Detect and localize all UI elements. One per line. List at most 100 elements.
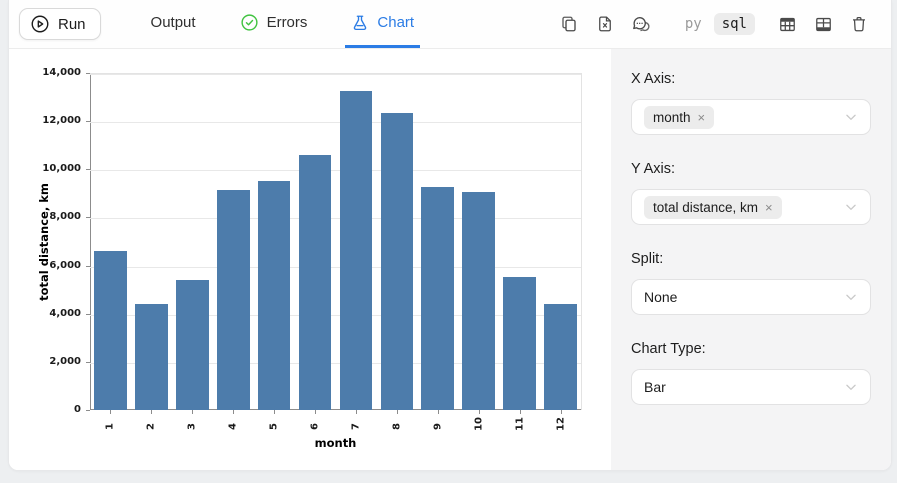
run-button-label: Run: [58, 16, 86, 33]
bar-chart: total distance, km month 02,0004,0006,00…: [9, 49, 611, 470]
chevron-down-icon: [844, 110, 858, 124]
chevron-down-icon: [844, 380, 858, 394]
x-tick: [274, 410, 275, 414]
table-grid-icon[interactable]: [813, 14, 833, 34]
x-tick: [110, 410, 111, 414]
y-tick-label: 6,000: [9, 260, 81, 272]
table-header-icon[interactable]: [777, 14, 797, 34]
check-circle-icon: [240, 13, 259, 32]
y-tick: [86, 266, 90, 267]
comments-icon[interactable]: [631, 14, 651, 34]
tab-errors[interactable]: Errors: [234, 0, 314, 48]
y-tick: [86, 410, 90, 411]
x-tick-label: 12: [555, 417, 566, 436]
bar-month-3: [176, 280, 209, 410]
flask-icon: [351, 14, 369, 32]
y-tick: [86, 217, 90, 218]
bar-month-11: [503, 277, 536, 410]
bar-month-12: [544, 304, 577, 410]
chart-type-select[interactable]: Bar: [631, 369, 871, 405]
gridline: [90, 218, 581, 219]
x-tick: [520, 410, 521, 414]
tab-chart[interactable]: Chart: [345, 0, 420, 48]
file-export-icon[interactable]: [595, 14, 615, 34]
lang-sql[interactable]: sql: [714, 13, 755, 35]
y-tick-label: 4,000: [9, 308, 81, 320]
y-tick-label: 10,000: [9, 163, 81, 175]
run-button[interactable]: Run: [19, 8, 101, 40]
y-tick: [86, 169, 90, 170]
x-tick: [397, 410, 398, 414]
y-tick-label: 2,000: [9, 356, 81, 368]
y-axis-tag-remove-icon[interactable]: ×: [765, 200, 773, 215]
y-tick-label: 8,000: [9, 211, 81, 223]
language-toggle: py sql: [677, 13, 755, 35]
tab-bar: Output Errors: [129, 0, 437, 48]
chart-type-value: Bar: [644, 379, 666, 395]
bar-month-10: [462, 192, 495, 410]
toolbar: Run Output Errors: [9, 0, 891, 49]
y-axis-tag-label: total distance, km: [653, 200, 758, 215]
x-tick-label: 3: [187, 417, 198, 435]
lang-python[interactable]: py: [677, 13, 710, 35]
chart-plot-area: [90, 73, 582, 410]
bar-month-4: [217, 190, 250, 410]
x-tick-label: 6: [310, 417, 321, 435]
chart-type-label: Chart Type:: [631, 341, 871, 357]
main-content: total distance, km month 02,0004,0006,00…: [9, 49, 891, 470]
x-tick: [192, 410, 193, 414]
x-tick-label: 8: [391, 417, 402, 435]
gridline: [90, 122, 581, 123]
x-tick-label: 11: [514, 417, 525, 436]
x-tick-label: 2: [146, 417, 157, 435]
bar-month-1: [94, 251, 127, 410]
x-tick: [233, 410, 234, 414]
tab-output[interactable]: Output: [145, 0, 202, 48]
bar-month-9: [421, 187, 454, 410]
chart-type-section: Chart Type: Bar: [631, 341, 871, 405]
y-tick: [86, 314, 90, 315]
bar-month-5: [258, 181, 291, 410]
x-tick-label: 7: [350, 417, 361, 435]
y-axis-select[interactable]: total distance, km ×: [631, 189, 871, 225]
x-tick-label: 5: [269, 417, 280, 435]
copy-icon[interactable]: [559, 14, 579, 34]
y-tick: [86, 362, 90, 363]
editor-card: Run Output Errors: [8, 0, 892, 471]
x-axis-label: X Axis:: [631, 71, 871, 87]
x-tick: [315, 410, 316, 414]
x-tick: [151, 410, 152, 414]
tab-output-label: Output: [151, 14, 196, 31]
gridline: [90, 74, 581, 75]
split-select[interactable]: None: [631, 279, 871, 315]
y-tick-label: 14,000: [9, 67, 81, 79]
split-label: Split:: [631, 251, 871, 267]
play-circle-icon: [30, 14, 50, 34]
x-axis-tag-remove-icon[interactable]: ×: [698, 110, 706, 125]
tab-errors-label: Errors: [267, 14, 308, 31]
x-tick: [479, 410, 480, 414]
split-section: Split: None: [631, 251, 871, 315]
trash-icon[interactable]: [849, 14, 869, 34]
x-axis-section: X Axis: month ×: [631, 71, 871, 135]
x-tick: [561, 410, 562, 414]
x-axis-title: month: [315, 436, 357, 450]
x-tick-label: 10: [473, 417, 484, 436]
x-axis-select[interactable]: month ×: [631, 99, 871, 135]
x-tick: [356, 410, 357, 414]
bar-month-2: [135, 304, 168, 410]
gridline: [90, 267, 581, 268]
chevron-down-icon: [844, 200, 858, 214]
x-tick-label: 4: [228, 417, 239, 435]
split-value: None: [644, 289, 677, 305]
bar-month-8: [381, 113, 414, 410]
y-axis-tag: total distance, km ×: [644, 196, 782, 219]
y-axis-title: total distance, km: [37, 183, 51, 301]
chart-settings-panel: X Axis: month × Y Axis: total dista: [611, 49, 891, 470]
chevron-down-icon: [844, 290, 858, 304]
x-tick: [438, 410, 439, 414]
y-axis-line: [90, 74, 91, 410]
gridline: [90, 170, 581, 171]
x-axis-tag-label: month: [653, 110, 691, 125]
bar-month-7: [340, 91, 373, 410]
